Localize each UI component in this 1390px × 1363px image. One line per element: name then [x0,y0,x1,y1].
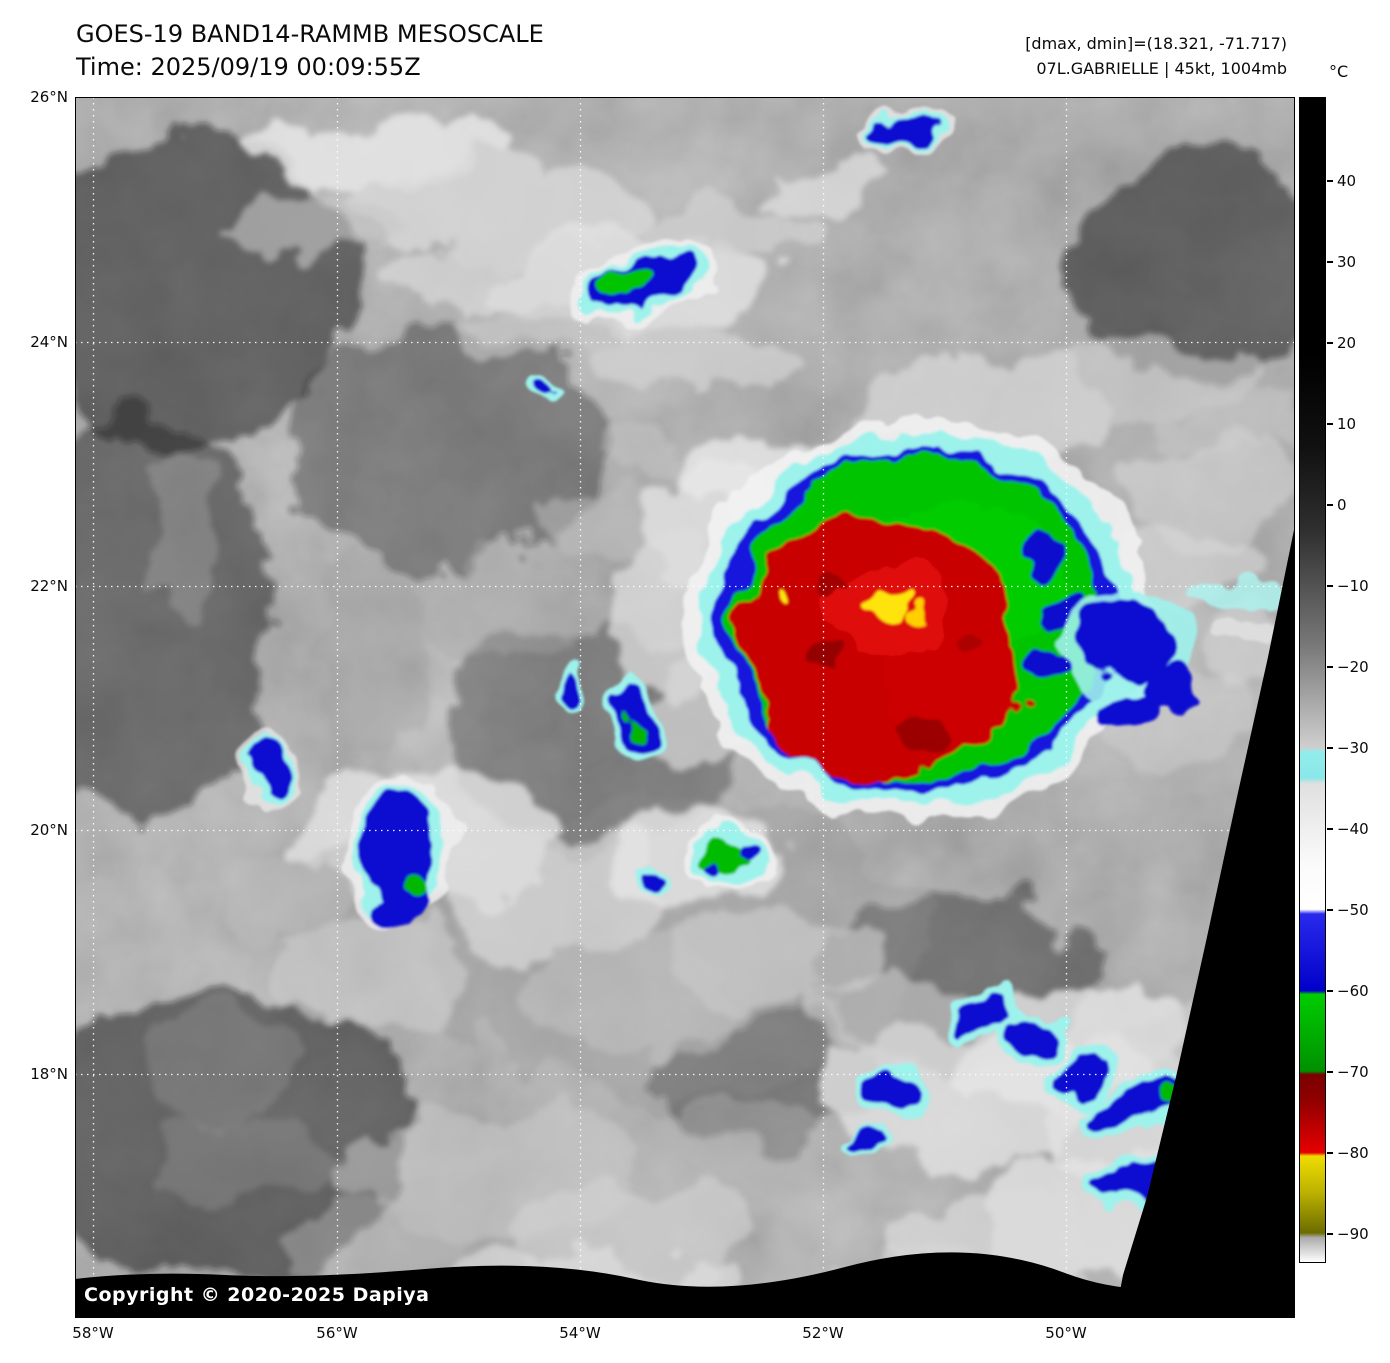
colorbar-tick-40: 40 [1327,172,1356,190]
time-label: Time: 2025/09/19 00:09:55Z [76,53,421,81]
colorbar-tick-m30: −30 [1327,739,1369,757]
lat-label-20n: 20°N [30,821,68,839]
colorbar-tick-m40: −40 [1327,820,1369,838]
page-title: GOES-19 BAND14-RAMMB MESOSCALE [76,20,544,48]
map-frame-border [75,97,1295,1318]
colorbar-tick-20: 20 [1327,334,1356,352]
lat-label-22n: 22°N [30,577,68,595]
colorbar-unit-label: °C [1329,62,1349,81]
dmax-dmin-label: [dmax, dmin]=(18.321, -71.717) [1025,34,1287,53]
storm-gabrielle [682,420,1303,820]
colorbar-tick-m70: −70 [1327,1063,1369,1081]
storm-info-label: 07L.GABRIELLE | 45kt, 1004mb [1036,58,1287,78]
lon-label-54w: 54°W [559,1324,601,1342]
copyright-label: Copyright © 2020-2025 Dapiya [84,1284,430,1306]
lat-label-24n: 24°N [30,333,68,351]
colorbar-tick-30: 30 [1327,253,1356,271]
colorbar-tick-m10: −10 [1327,577,1369,595]
colorbar-gradient [1299,97,1326,1263]
satellite-map [15,97,1325,1327]
colorbar-tick-m80: −80 [1327,1144,1369,1162]
lon-label-56w: 56°W [316,1324,358,1342]
colorbar-tick-m90: −90 [1327,1225,1369,1243]
header-info: [dmax, dmin]=(18.321, -71.717) 07L.GABRI… [1025,32,1287,82]
lon-label-52w: 52°W [802,1324,844,1342]
satellite-image [15,97,1325,1327]
scan-edge-black [1115,525,1295,1318]
bottom-black-band [75,1252,1295,1318]
colorbar-tick-m20: −20 [1327,658,1369,676]
lon-label-58w: 58°W [72,1324,114,1342]
lat-label-26n: 26°N [30,88,68,106]
colorbar-tick-m50: −50 [1327,901,1369,919]
lat-label-18n: 18°N [30,1065,68,1083]
colorbar-tick-m60: −60 [1327,982,1369,1000]
colorbar-tick-10: 10 [1327,415,1356,433]
colorbar-tick-0: 0 [1327,496,1347,514]
colorbar: 40 30 20 10 0 −10 −20 −30 −40 −50 −60 −7… [1299,97,1390,1263]
lon-label-50w: 50°W [1045,1324,1087,1342]
